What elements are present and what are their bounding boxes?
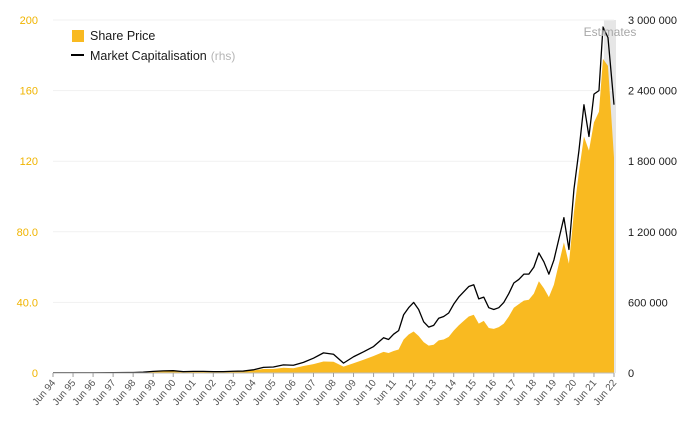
right-tick-label-4: 2 400 000	[628, 86, 677, 98]
legend-item-share-price[interactable]: Share Price	[72, 29, 155, 43]
legend-label-market-cap: Market Capitalisation (rhs)	[90, 49, 235, 63]
left-tick-label-3: 120	[20, 156, 38, 168]
left-tick-label-2: 80.0	[17, 227, 38, 239]
left-tick-label-0: 0	[32, 368, 38, 380]
left-tick-label-4: 160	[20, 86, 38, 98]
right-tick-label-5: 3 000 000	[628, 15, 677, 27]
gridlines	[53, 19, 614, 303]
left-tick-label-1: 40.0	[17, 297, 38, 309]
legend: Share Price Market Capitalisation (rhs)	[71, 29, 235, 63]
legend-label-rhs: (rhs)	[211, 49, 236, 63]
right-tick-label-1: 600 000	[628, 297, 668, 309]
estimates-label: Estimates	[584, 25, 637, 39]
legend-label-share-price: Share Price	[90, 29, 155, 43]
left-tick-label-5: 200	[20, 15, 38, 27]
right-y-axis-ticks: 0 600 000 1 200 000 1 800 000 2 400 000 3 000…	[628, 15, 677, 380]
legend-label-market-cap-name: Market Capitalisation	[90, 49, 207, 63]
right-tick-label-2: 1 200 000	[628, 227, 677, 239]
right-tick-label-0: 0	[628, 368, 634, 380]
market-cap-line	[53, 26, 615, 374]
legend-swatch-share-price	[72, 30, 84, 42]
share-price-area	[53, 58, 614, 373]
right-tick-label-3: 1 800 000	[628, 156, 677, 168]
left-y-axis-ticks: 0 40.0 80.0 120 160 200	[17, 15, 38, 380]
legend-item-market-cap[interactable]: Market Capitalisation (rhs)	[71, 49, 235, 63]
share-price-area-layer	[53, 58, 614, 373]
market-cap-line-layer	[53, 26, 615, 374]
